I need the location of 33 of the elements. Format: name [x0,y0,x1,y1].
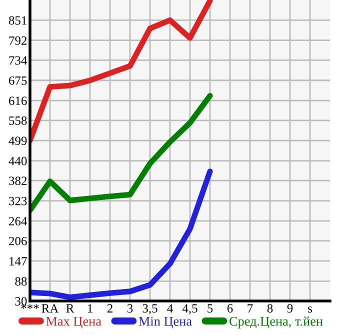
x-tick-label: 5 [208,304,213,313]
x-tick-label: 7 [248,304,253,312]
x-tick-label: 8 [267,304,273,313]
y-tick-label: 675 [9,76,27,85]
x-tick-label: 2 [107,304,112,312]
x-tick-label: RA [42,304,59,312]
y-tick-label: 323 [9,196,27,206]
y-tick-label: 558 [9,116,27,125]
legend-label: Max Цена [46,316,102,328]
y-tick-label: 30 [15,297,27,306]
y-tick-label: 264 [9,217,28,226]
legend-label: Min Цена [138,316,192,328]
y-tick-label: 382 [9,176,27,186]
y-tick-label: 499 [8,136,27,146]
x-tick-label: R [66,304,74,312]
x-tick-label: 6 [227,304,233,313]
x-tick-label: s [308,306,312,313]
y-tick-label: 88 [15,277,27,286]
x-tick-label: 4,5 [182,304,198,314]
y-tick-label: 616 [9,96,27,106]
x-tick-label: 9 [287,304,293,313]
y-tick-label: 851 [8,16,26,25]
x-tick-label: 3,5 [142,304,158,314]
legend-label: Сред.Цена, т.йен [230,316,323,328]
y-tick-label: 734 [9,56,28,65]
y-tick-label: 206 [9,236,27,246]
x-tick-label: *** [21,304,39,309]
y-tick-label: 147 [10,257,27,266]
x-tick-label: 3 [127,304,133,313]
y-tick-label: 792 [9,36,27,45]
x-tick-label: 4 [167,304,173,312]
y-tick-label: 440 [8,156,27,166]
x-tick-label: 1 [88,304,92,312]
